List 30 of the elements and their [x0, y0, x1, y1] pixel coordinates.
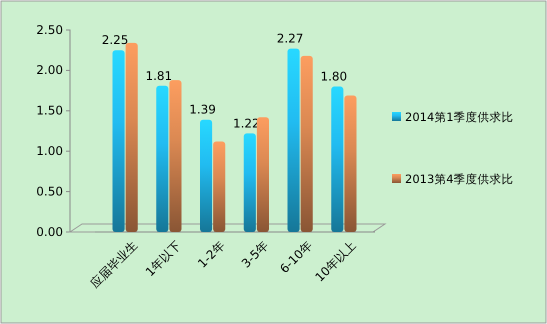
y-tick-label: 2.50: [36, 22, 63, 37]
bar: [300, 56, 313, 232]
bar: [169, 80, 182, 232]
bar: [200, 120, 212, 232]
legend-label: 2014第1季度供求比: [405, 110, 514, 124]
bar: [288, 48, 300, 232]
bar: [213, 142, 226, 232]
x-tick-label: 应届毕业生: [88, 238, 140, 291]
legend-label: 2013第4季度供求比: [405, 172, 514, 186]
bar: [256, 117, 269, 232]
x-tick-label: 1-2年: [195, 238, 228, 271]
bar: [344, 95, 356, 232]
x-tick-label: 10年以上: [312, 238, 359, 285]
x-tick-label: 1年以下: [142, 238, 184, 280]
y-tick-label: 0.50: [36, 184, 63, 198]
data-label: 1.81: [145, 68, 172, 83]
data-label: 1.39: [189, 102, 216, 117]
data-label: 2.25: [102, 33, 128, 48]
y-tick-label: 0.00: [36, 224, 63, 239]
bar: [126, 42, 138, 232]
bar: [112, 50, 125, 232]
bar: [156, 86, 168, 232]
y-tick-label: 1.00: [36, 144, 63, 158]
data-label: 1.80: [320, 70, 348, 84]
data-label: 2.27: [276, 32, 304, 46]
x-tick-label: 3-5年: [238, 238, 272, 271]
bar: [244, 133, 256, 232]
y-tick-label: 2.00: [36, 63, 63, 78]
bar: [331, 86, 344, 232]
y-tick-label: 1.50: [36, 104, 63, 118]
